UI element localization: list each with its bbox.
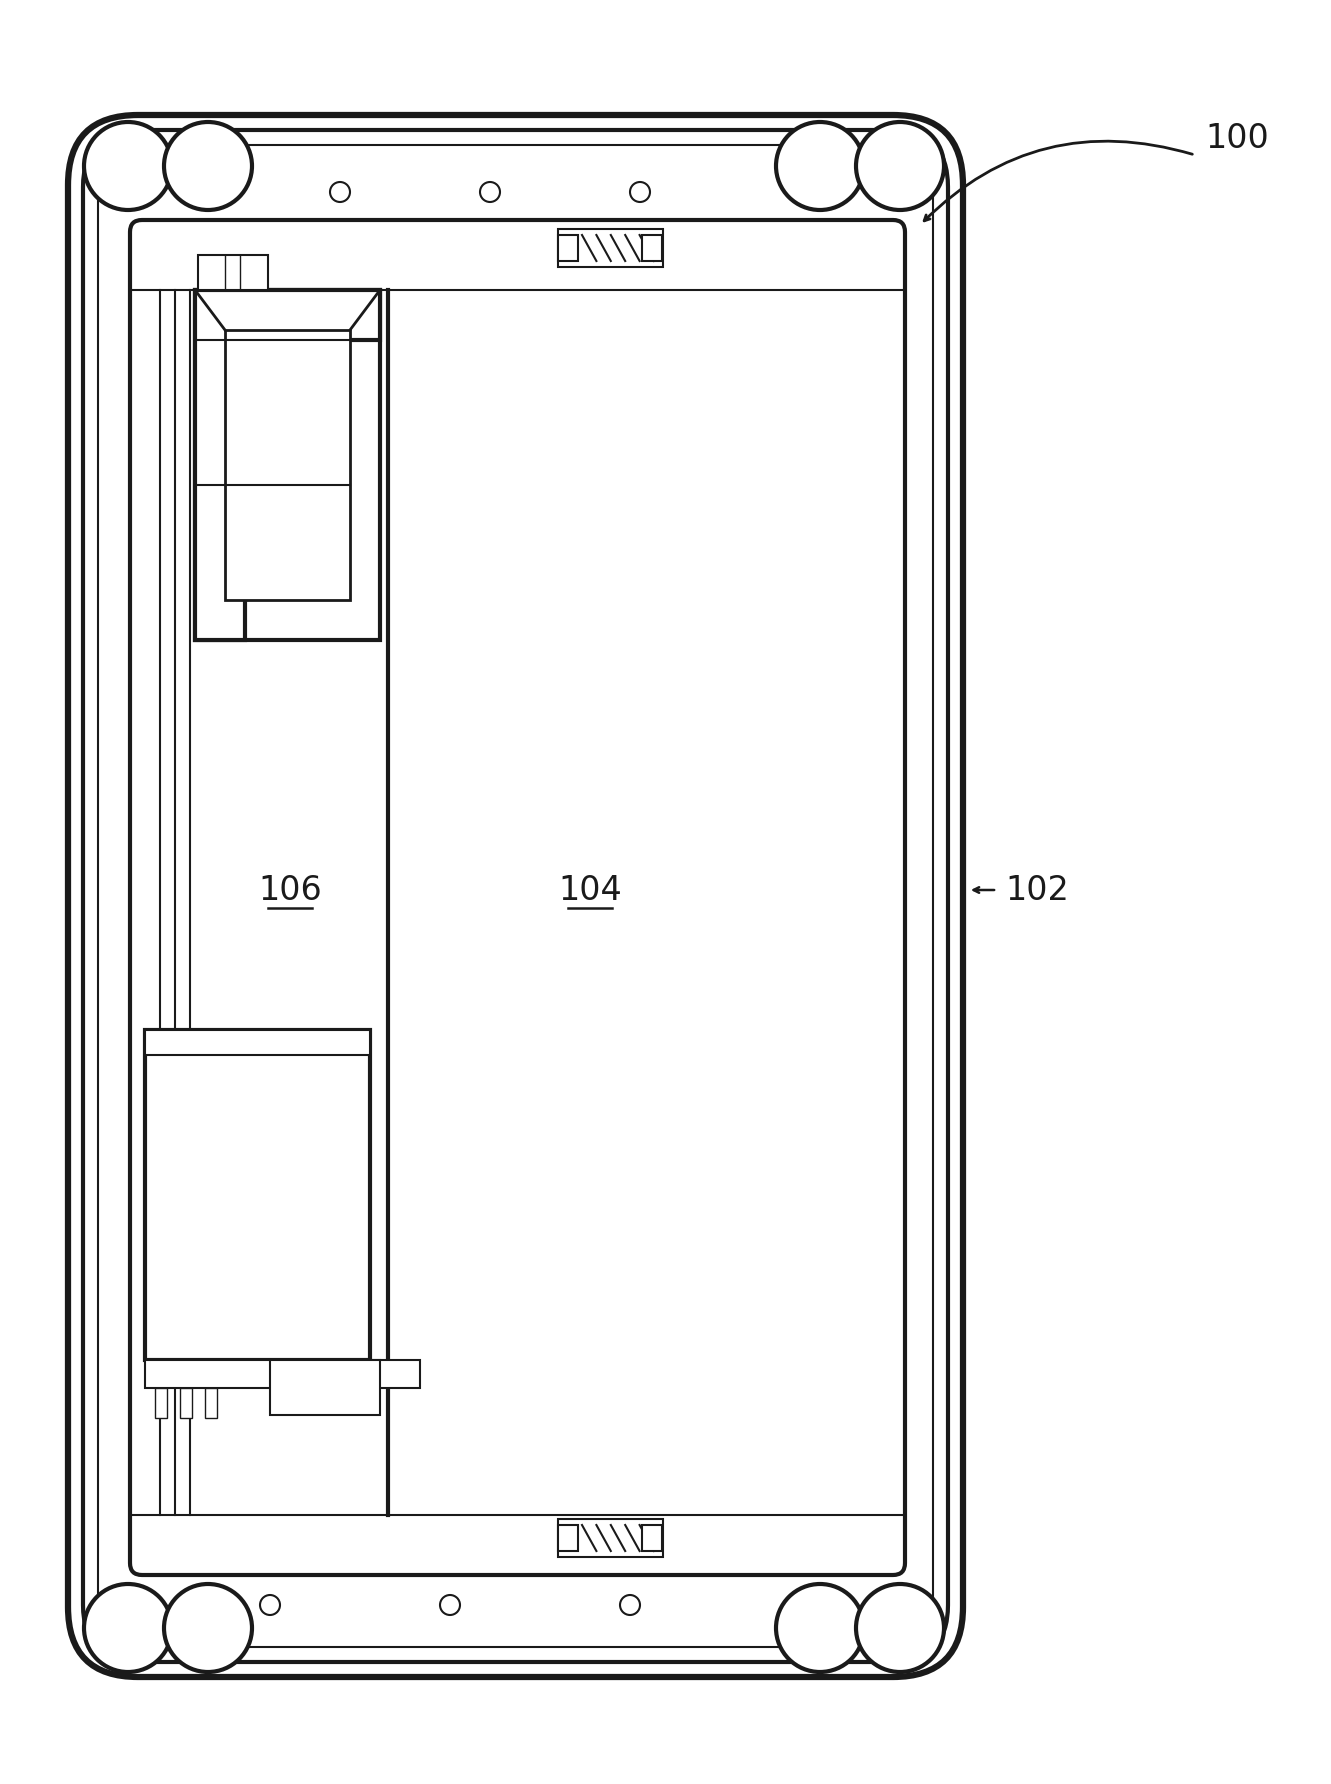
FancyBboxPatch shape <box>68 114 964 1677</box>
Circle shape <box>441 1595 461 1615</box>
Polygon shape <box>196 291 379 640</box>
Bar <box>180 1388 192 1418</box>
Circle shape <box>776 1584 864 1672</box>
Bar <box>642 1525 662 1550</box>
Bar <box>558 1518 663 1557</box>
Bar <box>225 330 350 599</box>
Circle shape <box>260 1595 280 1615</box>
Circle shape <box>164 1584 252 1672</box>
Circle shape <box>480 182 500 202</box>
Circle shape <box>620 1595 640 1615</box>
Polygon shape <box>145 1029 370 1054</box>
Bar <box>558 235 578 260</box>
Circle shape <box>164 121 252 211</box>
Circle shape <box>776 121 864 211</box>
Circle shape <box>630 182 650 202</box>
Bar <box>198 255 268 291</box>
Bar <box>154 1388 166 1418</box>
Bar <box>558 1525 578 1550</box>
Circle shape <box>84 1584 172 1672</box>
Bar <box>270 1359 379 1415</box>
Circle shape <box>84 121 172 211</box>
Text: 106: 106 <box>258 874 322 906</box>
Bar <box>558 228 663 268</box>
Circle shape <box>856 121 944 211</box>
Text: 100: 100 <box>1205 121 1268 155</box>
Text: 102: 102 <box>1005 874 1069 906</box>
Bar <box>642 235 662 260</box>
FancyBboxPatch shape <box>130 219 905 1575</box>
Circle shape <box>330 182 350 202</box>
Bar <box>196 291 379 640</box>
Bar <box>205 1388 217 1418</box>
Text: 104: 104 <box>558 874 622 906</box>
Circle shape <box>856 1584 944 1672</box>
Bar <box>145 1029 370 1359</box>
Bar <box>145 1359 421 1388</box>
